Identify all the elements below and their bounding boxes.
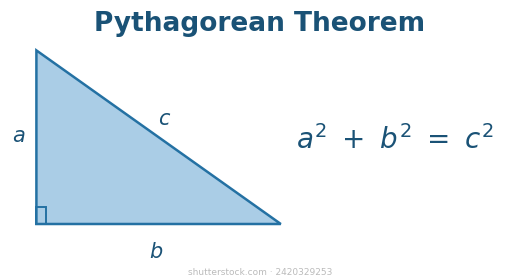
Text: Pythagorean Theorem: Pythagorean Theorem [95, 11, 425, 37]
Text: shutterstock.com · 2420329253: shutterstock.com · 2420329253 [188, 268, 332, 277]
Text: $\it{a}^2\ +\ \it{b}^2\ =\ \it{c}^2$: $\it{a}^2\ +\ \it{b}^2\ =\ \it{c}^2$ [296, 125, 494, 155]
Text: b: b [149, 242, 163, 262]
Text: a: a [12, 126, 24, 146]
Polygon shape [36, 50, 281, 224]
Text: c: c [158, 109, 170, 129]
